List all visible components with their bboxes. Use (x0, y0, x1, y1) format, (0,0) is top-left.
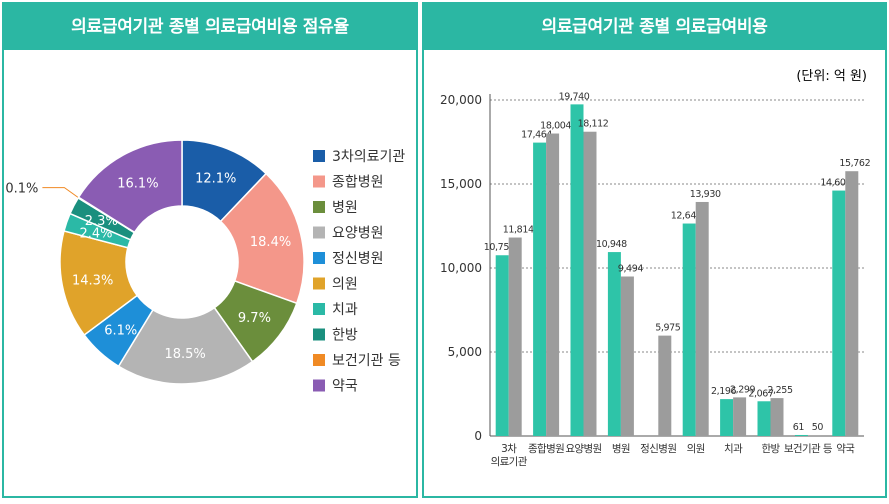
bar (508, 237, 522, 436)
x-tick-label: 약국 (836, 443, 855, 455)
y-tick-label: 10,000 (440, 261, 482, 275)
x-tick-label: 병원 (612, 443, 630, 455)
slice-label: 6.1% (104, 323, 137, 338)
bar-value-label: 2,255 (767, 385, 793, 396)
bar-value-label: 18,004 (540, 121, 571, 132)
bar (770, 398, 784, 436)
legend-swatch (313, 354, 325, 366)
slice-label: 2.4% (79, 226, 112, 241)
legend-swatch (313, 277, 325, 290)
bar (682, 223, 696, 436)
donut-slice (77, 139, 183, 234)
slice-label: 18.5% (164, 347, 205, 362)
legend-swatch (313, 252, 325, 264)
y-tick-label: 20,000 (440, 93, 482, 107)
bar-value-label: 14,609 (820, 178, 851, 189)
bar-value-label: 2,067 (748, 388, 774, 399)
x-tick-label: 3차 (501, 443, 517, 455)
bar (757, 401, 771, 436)
bar (695, 201, 709, 436)
x-tick-label: 요양병원 (565, 443, 601, 455)
legend-label: 요양병원 (332, 226, 384, 242)
bar-value-label: 12,647 (671, 211, 702, 222)
y-tick-label: 0 (474, 429, 482, 443)
bar-value-label: 2,196 (711, 386, 737, 397)
slice-label: 16.1% (117, 176, 158, 191)
bar (720, 399, 734, 436)
legend-swatch (313, 201, 325, 213)
bar-chart-title: 의료급여기관 종별 의료급여비용 (424, 4, 885, 50)
donut-chart-title: 의료급여기관 종별 의료급여비용 점유율 (4, 4, 416, 50)
bar-value-label: 18,112 (578, 119, 609, 130)
legend-label: 치과 (332, 302, 358, 318)
legend-label: 약국 (332, 379, 358, 395)
bar (807, 435, 821, 436)
x-tick-label: 보건기관 등 (784, 443, 833, 455)
bar-value-label: 10,948 (596, 239, 627, 250)
x-tick-label: 한방 (761, 443, 780, 455)
slice-label: 14.3% (72, 273, 113, 288)
legend-label: 종합병원 (332, 175, 384, 191)
bar-value-label: 61 (793, 422, 805, 433)
bar-value-label: 50 (812, 422, 824, 433)
bar-value-label: 10,759 (484, 242, 515, 253)
bar-chart-panel: 의료급여기관 종별 의료급여비용 (단위: 억 원) 0 5,000 10,000 1… (422, 2, 887, 498)
bar (533, 142, 547, 436)
legend-swatch (313, 379, 325, 392)
y-tick-label: 5,000 (448, 345, 482, 359)
legend-label: 보건기관 등 (332, 353, 401, 369)
bar-value-label: 5,975 (655, 323, 681, 334)
legend-label: 한방 (332, 328, 358, 344)
legend-label: 의원 (332, 277, 358, 293)
x-tick-label: 치과 (724, 443, 743, 455)
bar-value-label: 11,814 (503, 225, 534, 236)
bar (570, 104, 584, 437)
slice-leader-line (42, 187, 79, 199)
legend-swatch (313, 226, 325, 239)
slice-label: 0.1% (5, 182, 38, 197)
bar (583, 131, 597, 437)
x-tick-label: 종합병원 (528, 443, 564, 455)
x-tick-label: 정신병원 (640, 443, 676, 455)
bar-chart: (단위: 억 원) 0 5,000 10,000 15,000 20,000 10,759… (440, 69, 871, 468)
unit-label: (단위: 억 원) (796, 69, 867, 84)
slice-label: 9.7% (238, 311, 271, 326)
legend-swatch (313, 303, 325, 315)
bar (546, 133, 560, 436)
bar-value-label: 13,930 (690, 189, 721, 200)
bar-value-label: 2,299 (730, 384, 756, 395)
slice-label: 12.1% (195, 171, 236, 186)
donut-slice (219, 172, 305, 305)
donut-slice (117, 306, 254, 385)
bar-value-label: 15,762 (839, 158, 870, 169)
bar-value-label: 17,464 (521, 130, 552, 141)
bar (733, 397, 747, 436)
bar (845, 171, 859, 436)
bar (658, 335, 672, 436)
bar-value-label: 9,494 (618, 264, 644, 275)
bar (794, 434, 808, 436)
slice-label: 18.4% (250, 235, 291, 250)
donut-chart: 12.1%18.4%9.7%18.5%6.1%14.3%2.4%2.3%0.1%… (5, 139, 405, 395)
legend-swatch (313, 175, 325, 188)
legend-swatch (313, 328, 325, 341)
donut-chart-panel: 의료급여기관 종별 의료급여비용 점유율 12.1% 18.4% 9.7% 18.5%… (2, 2, 418, 498)
y-tick-label: 15,000 (440, 177, 482, 191)
bar (495, 255, 509, 436)
bar (607, 252, 621, 436)
legend-swatch (313, 150, 325, 162)
legend-label: 병원 (332, 200, 358, 216)
x-tick-label: 의원 (687, 443, 705, 455)
bar-value-label: 19,740 (559, 91, 590, 102)
bar (620, 276, 634, 436)
bar (832, 190, 846, 436)
x-tick-label: 의료기관 (491, 456, 528, 468)
legend-label: 3차의료기관 (332, 149, 405, 165)
legend-label: 정신병원 (332, 251, 384, 267)
